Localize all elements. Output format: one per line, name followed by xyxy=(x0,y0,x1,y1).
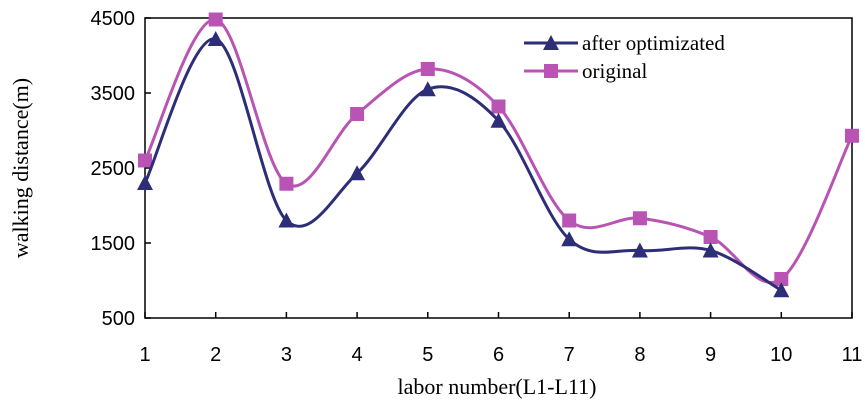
x-tick-label: 10 xyxy=(770,344,792,366)
data-point xyxy=(703,230,718,244)
data-point xyxy=(420,62,435,76)
legend-label: after optimizated xyxy=(582,31,725,55)
x-tick-label: 4 xyxy=(352,344,363,366)
data-point xyxy=(774,272,789,286)
series-line xyxy=(143,18,854,284)
x-tick-label: 5 xyxy=(422,344,433,366)
series-original xyxy=(138,12,859,286)
x-tick-label: 8 xyxy=(634,344,645,366)
legend-marker xyxy=(544,64,558,78)
data-point xyxy=(845,128,859,143)
data-point xyxy=(773,282,790,298)
x-tick-label: 1 xyxy=(139,344,150,366)
data-point xyxy=(631,242,648,258)
x-tick-label: 7 xyxy=(564,344,575,366)
data-point xyxy=(349,165,366,181)
data-point xyxy=(207,31,224,46)
y-tick-label: 500 xyxy=(102,308,135,330)
data-point xyxy=(138,153,152,168)
data-point xyxy=(419,81,436,97)
data-point xyxy=(561,231,578,247)
data-point xyxy=(350,107,365,121)
data-point xyxy=(632,211,647,226)
y-axis-title: walking distance(m) xyxy=(8,78,33,258)
legend-item: after optimizated xyxy=(524,31,725,55)
x-tick-label: 6 xyxy=(493,344,504,366)
data-point xyxy=(702,242,719,258)
y-tick-label: 1500 xyxy=(91,233,136,255)
data-point xyxy=(279,176,294,191)
y-tick-label: 2500 xyxy=(91,158,136,180)
x-tick-label: 9 xyxy=(705,344,716,366)
x-tick-label: 11 xyxy=(842,344,863,366)
y-tick-label: 3500 xyxy=(91,83,136,105)
data-point xyxy=(278,212,295,228)
plot-frame xyxy=(144,17,853,319)
data-point xyxy=(137,175,153,190)
data-point xyxy=(491,99,506,114)
data-point xyxy=(562,213,577,228)
data-point xyxy=(208,12,223,27)
axes: 500 1500 2500 3500 4500 1 2 3 4 5 6 7 8 9 10 11 xyxy=(91,8,863,366)
y-tick-label: 4500 xyxy=(91,8,136,30)
x-tick-label: 3 xyxy=(281,344,292,366)
legend: after optimizated original xyxy=(524,31,725,83)
legend-marker xyxy=(543,35,559,50)
series-layer xyxy=(137,12,859,298)
series-after-optimizated xyxy=(137,31,790,298)
legend-item: original xyxy=(524,59,647,83)
legend-label: original xyxy=(582,59,647,83)
x-tick-label: 2 xyxy=(210,344,221,366)
x-axis-title: labor number(L1-L11) xyxy=(398,374,597,399)
data-point xyxy=(490,112,507,128)
